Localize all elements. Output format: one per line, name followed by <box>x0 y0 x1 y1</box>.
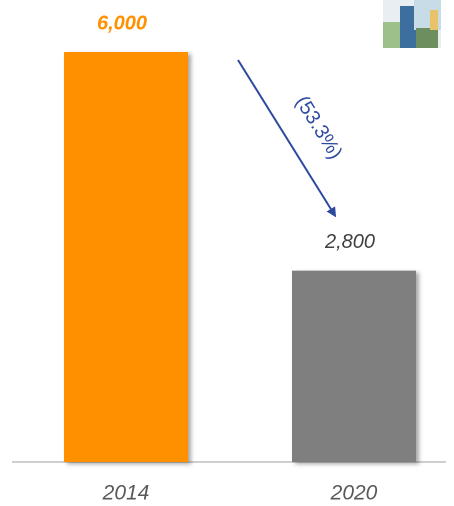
x-tick-label: 2020 <box>330 482 378 505</box>
bar <box>64 52 188 462</box>
value-label: 6,000 <box>97 12 147 34</box>
value-label: 2,800 <box>324 231 375 253</box>
change-annotation: (53.3%) <box>291 92 347 163</box>
change-arrow <box>237 59 337 218</box>
bar <box>292 270 416 462</box>
x-tick-label: 2014 <box>102 482 150 505</box>
thumbnail <box>383 0 441 48</box>
